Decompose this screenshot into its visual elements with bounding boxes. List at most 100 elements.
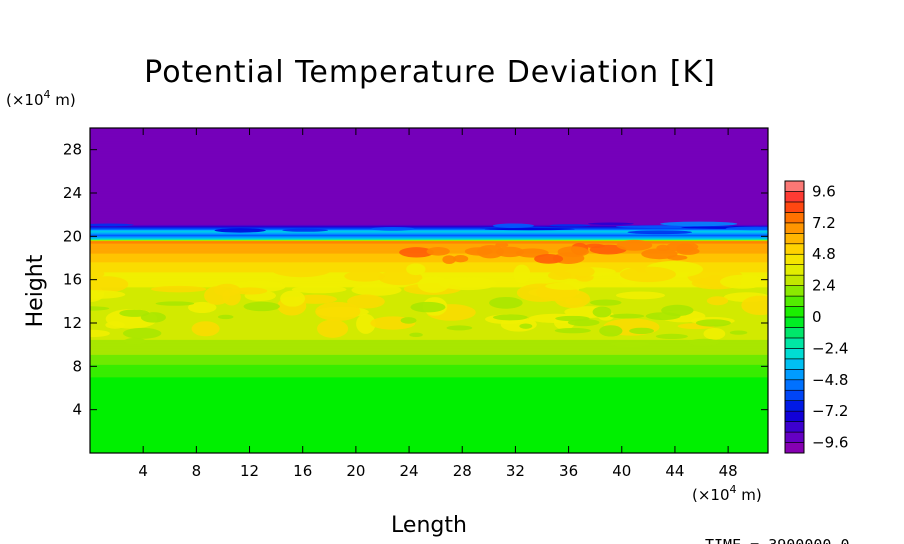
field-band — [90, 225, 768, 228]
field-band — [90, 401, 768, 404]
field-band — [90, 364, 768, 367]
field-band — [90, 328, 768, 330]
field-band — [90, 294, 768, 297]
plot-frame — [89, 127, 769, 454]
field-band — [90, 371, 768, 374]
field-band — [90, 445, 768, 448]
field-band — [90, 144, 768, 147]
field-band — [90, 414, 768, 417]
field-band — [90, 146, 768, 149]
tropopause-wave — [370, 227, 415, 231]
field-band — [90, 233, 768, 235]
field-band — [90, 319, 768, 322]
x-tick-label: 36 — [559, 462, 578, 480]
colorbar-swatch — [784, 400, 805, 412]
field-band — [90, 201, 768, 204]
hot-eddy — [495, 242, 509, 248]
x-tick-label: 48 — [719, 462, 738, 480]
field-band — [90, 133, 768, 135]
hot-eddy — [452, 255, 469, 263]
hot-eddy — [666, 242, 699, 252]
field-band — [90, 350, 768, 353]
colorbar-swatch — [784, 316, 805, 328]
field-band — [90, 354, 768, 357]
field-band — [90, 134, 768, 137]
field-band — [90, 400, 768, 403]
tropopause-wave — [90, 223, 134, 227]
field-band — [90, 325, 768, 328]
cool-eddy — [489, 296, 523, 309]
warm-eddy — [271, 262, 332, 278]
field-band — [90, 343, 768, 345]
field-band — [90, 181, 768, 184]
field-band — [90, 154, 768, 157]
field-band — [90, 344, 768, 347]
x-axis: 4 8 12 16 20 24 28 32 36 40 44 48 — [138, 128, 738, 480]
field-band — [90, 203, 768, 205]
warm-eddy — [351, 284, 402, 296]
colorbar-swatch — [784, 191, 805, 203]
field-band — [90, 393, 768, 395]
field-band — [90, 369, 768, 372]
field-band — [90, 166, 768, 169]
tropopause-wave — [484, 228, 575, 231]
field-band — [90, 239, 768, 242]
field-band — [90, 399, 768, 402]
field-band — [90, 428, 768, 430]
field-band — [90, 224, 768, 227]
field-band — [90, 129, 768, 132]
field-band — [90, 236, 768, 239]
field-band — [90, 234, 768, 237]
field-band — [90, 235, 768, 238]
field-band — [90, 409, 768, 412]
x-tick-label: 4 — [138, 462, 148, 480]
field-band — [90, 331, 768, 334]
cool-eddy — [599, 325, 623, 337]
colorbar-swatch — [784, 253, 805, 265]
field-band — [90, 211, 768, 214]
cool-eddy — [243, 301, 280, 312]
field-band — [90, 320, 768, 323]
colorbar-swatch — [784, 264, 805, 276]
field-band — [90, 130, 768, 133]
field-band — [90, 318, 768, 320]
field-band — [90, 226, 768, 229]
field-band — [90, 179, 768, 182]
colorbar-swatch — [784, 348, 805, 360]
field-band — [90, 383, 768, 385]
field-band — [90, 136, 768, 139]
warm-eddy — [706, 296, 729, 306]
field-band — [90, 171, 768, 174]
x-tick-label: 24 — [400, 462, 419, 480]
field-band — [90, 176, 768, 179]
field-band — [90, 411, 768, 414]
field-band — [90, 263, 768, 265]
x-tick-label: 20 — [346, 462, 365, 480]
colorbar-swatch — [784, 442, 805, 454]
field-band — [90, 450, 768, 453]
field-band — [90, 385, 768, 388]
y-axis: 4 8 12 16 20 24 28 — [63, 141, 768, 419]
cool-eddy — [629, 327, 654, 335]
field-band — [90, 229, 768, 232]
field-band — [90, 351, 768, 354]
field-band — [90, 153, 768, 155]
colorbar-tick-label: −7.2 — [812, 402, 848, 420]
hot-eddy — [426, 247, 450, 256]
field-band — [90, 373, 768, 375]
field-band — [90, 441, 768, 444]
field-band — [90, 185, 768, 188]
field-band — [90, 188, 768, 190]
colorbar-ticks: 9.6 7.2 4.8 2.4 0 −2.4 −4.8 −7.2 −9.6 — [812, 182, 848, 451]
field-band — [90, 256, 768, 259]
field-band — [90, 189, 768, 192]
field-band — [90, 165, 768, 168]
field-band — [90, 205, 768, 208]
field-band — [90, 333, 768, 335]
field-band — [90, 395, 768, 398]
colorbar-swatch — [784, 212, 805, 224]
cool-eddy — [645, 312, 681, 320]
cool-eddy — [609, 313, 645, 319]
field-band — [90, 209, 768, 212]
